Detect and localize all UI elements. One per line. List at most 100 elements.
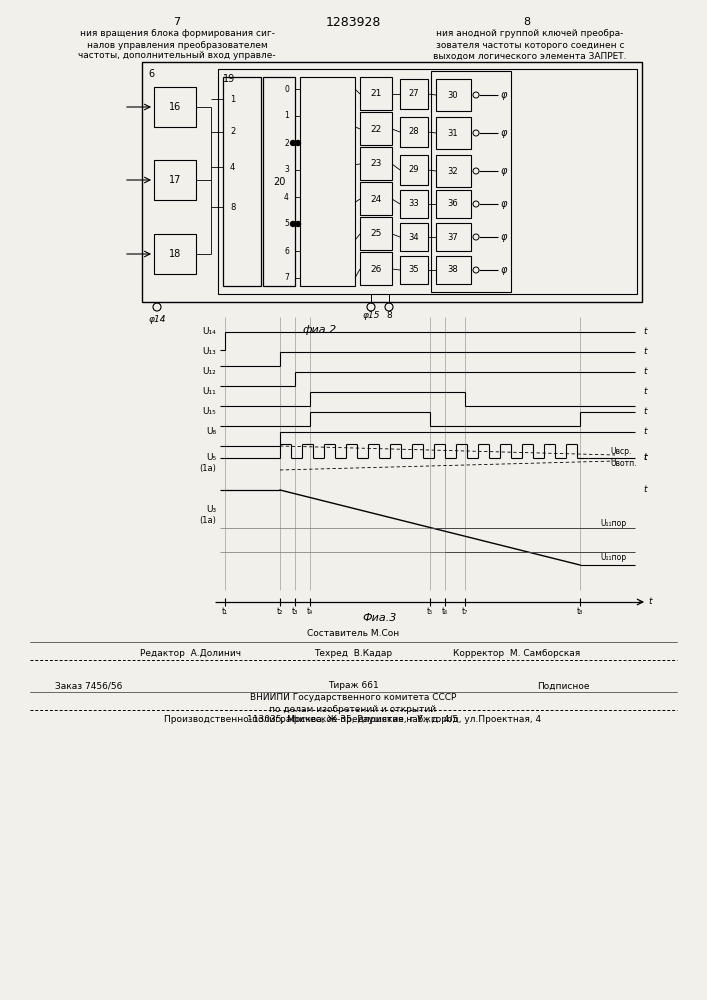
Text: U₈: U₈ [206,428,216,436]
Bar [263,77,295,286]
Text: частоты, дополнительный вход управле-: частоты, дополнительный вход управле- [78,51,276,60]
Text: Uвср.: Uвср. [610,448,631,456]
Text: 8: 8 [386,312,392,320]
Bar [400,190,428,218]
Text: Тираж 661: Тираж 661 [327,682,378,690]
Bar [142,62,642,302]
Text: U₅: U₅ [206,454,216,462]
Text: Корректор  М. Самборская: Корректор М. Самборская [452,650,580,658]
Text: 7: 7 [173,17,180,27]
Bar [400,117,428,147]
Bar [436,79,471,111]
Text: выходом логического элемента ЗАПРЕТ.: выходом логического элемента ЗАПРЕТ. [433,51,626,60]
Bar [154,160,196,200]
Text: 25: 25 [370,230,382,238]
Bar [360,112,392,145]
Text: 16: 16 [169,102,181,112]
Text: Техред  В.Кадар: Техред В.Кадар [314,650,392,658]
Text: U₃: U₃ [206,506,216,514]
Text: 26: 26 [370,264,382,273]
Text: 36: 36 [448,200,458,209]
Text: 30: 30 [448,91,458,100]
Text: Uвотп.: Uвотп. [610,460,636,468]
Text: t₆: t₆ [442,606,448,615]
Text: 0: 0 [284,85,289,94]
Text: t₈: t₈ [577,606,583,615]
Text: 6: 6 [148,69,154,79]
Text: Производственно-полиграфическое предприятие, г.Ужгород, ул.Проектная, 4: Производственно-полиграфическое предприя… [165,716,542,724]
Text: 3: 3 [284,165,289,174]
Text: ния вращения блока формирования сиг-: ния вращения блока формирования сиг- [79,29,274,38]
Text: 8: 8 [523,17,530,27]
Text: 7: 7 [284,273,289,282]
Text: 19: 19 [223,74,235,84]
Text: φ: φ [501,265,507,275]
Text: Составитель М.Сон: Составитель М.Сон [307,630,399,639]
Text: t₃: t₃ [292,606,298,615]
Text: U₁₅: U₁₅ [202,408,216,416]
Text: ния анодной группой ключей преобра-: ния анодной группой ключей преобра- [436,29,624,38]
Text: 33: 33 [409,200,419,209]
Text: 31: 31 [448,128,458,137]
Bar [436,190,471,218]
Text: Редактор  А.Долинич: Редактор А.Долинич [140,650,241,658]
Text: 5: 5 [284,220,289,229]
Text: U₁₃: U₁₃ [202,348,216,357]
Text: Подписное: Подписное [537,682,590,690]
Text: 17: 17 [169,175,181,185]
Text: 23: 23 [370,159,382,168]
Text: (1а): (1а) [199,516,216,526]
Text: t₁: t₁ [222,606,228,615]
Text: φ: φ [501,199,507,209]
Text: t: t [643,408,646,416]
Text: t: t [643,486,646,494]
Text: 1: 1 [230,95,235,104]
Bar [400,155,428,185]
Text: 4: 4 [230,162,235,172]
Text: φ: φ [501,232,507,242]
Text: 38: 38 [448,265,458,274]
Text: t: t [643,454,646,462]
Bar [400,223,428,251]
Bar [360,147,392,180]
Text: φ: φ [501,90,507,100]
Text: 2: 2 [284,138,289,147]
Text: U₁₂: U₁₂ [202,367,216,376]
Bar [436,256,471,284]
Text: t: t [643,454,646,462]
Text: U₁₁пор: U₁₁пор [600,554,626,562]
Bar [223,77,261,286]
Text: 4: 4 [284,192,289,202]
Text: 20: 20 [273,177,285,187]
Text: налов управления преобразователем: налов управления преобразователем [87,40,267,49]
Text: 32: 32 [448,166,458,176]
Text: 28: 28 [409,127,419,136]
Text: U₁₁пор: U₁₁пор [600,518,626,528]
Text: 1: 1 [284,111,289,120]
Bar [300,77,355,286]
Bar [436,155,471,187]
Text: t: t [643,387,646,396]
Text: t: t [643,328,646,336]
Text: t: t [643,367,646,376]
Bar [400,256,428,284]
Text: φ14: φ14 [148,314,165,324]
Text: t: t [643,348,646,357]
Bar [360,252,392,285]
Text: 24: 24 [370,194,382,204]
Text: t: t [648,597,652,606]
Text: 113035, Москва, Ж-35, Раушская наб., д. 4/5: 113035, Москва, Ж-35, Раушская наб., д. … [247,716,459,724]
Text: t₂: t₂ [277,606,283,615]
Bar [154,87,196,127]
Bar [154,234,196,274]
Bar [360,77,392,110]
Text: 2: 2 [230,127,235,136]
Text: 21: 21 [370,90,382,99]
Text: t₇: t₇ [462,606,468,615]
Text: t₅: t₅ [427,606,433,615]
Text: 27: 27 [409,90,419,99]
Text: 8: 8 [230,202,235,212]
Text: Заказ 7456/56: Заказ 7456/56 [55,682,122,690]
Text: (1а): (1а) [199,464,216,474]
Bar [436,117,471,149]
